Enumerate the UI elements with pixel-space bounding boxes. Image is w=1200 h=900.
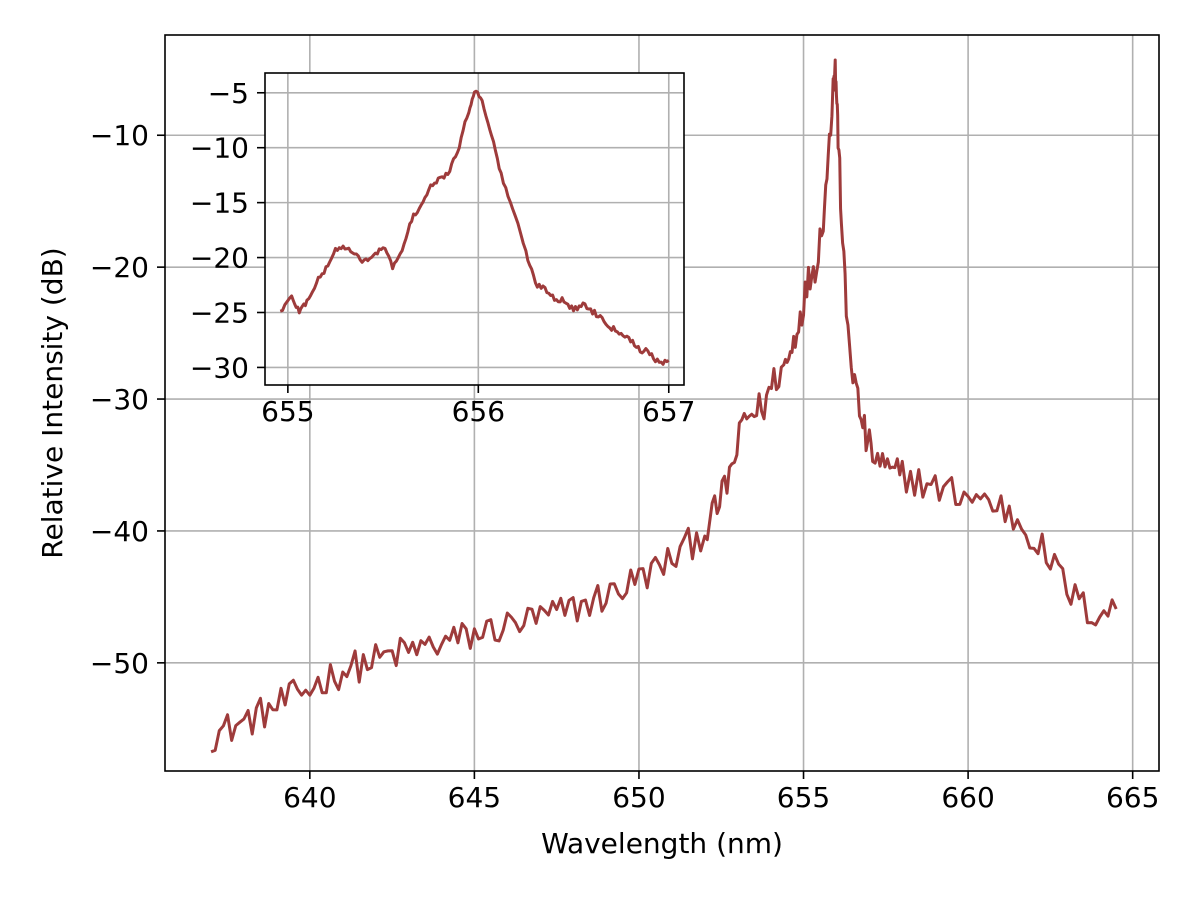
inset-series [279,89,670,366]
main-y-tick-label: −20 [90,251,149,284]
inset-y-tick-label: −30 [190,351,249,384]
inset-x-tick-label: 656 [452,395,505,428]
main-x-tick-label: 640 [283,781,336,814]
inset-series-line [279,89,670,366]
inset-x-tick-label: 657 [642,395,695,428]
main-plot-frame [164,34,1160,772]
inset-background [265,73,684,385]
inset-ticks: 655 656 657 −30 −25 −20 −15 −10 −5 [190,77,696,428]
main-y-tick-label: −10 [90,119,149,152]
inset-y-tick-label: −10 [190,132,249,165]
main-x-tick-label: 650 [612,781,665,814]
y-axis-label: Relative Intensity (dB) [36,247,69,558]
x-axis-label: Wavelength (nm) [541,827,783,860]
inset-y-tick-label: −25 [190,296,249,329]
main-x-tick-label: 655 [777,781,830,814]
main-series [210,58,1118,754]
main-ticks: 640 645 650 655 660 665 −50 −40 −30 −20 −10 [90,119,1159,814]
inset-y-tick-label: −5 [208,77,249,110]
main-x-tick-label: 665 [1106,781,1159,814]
main-y-tick-label: −50 [90,647,149,680]
main-x-tick-label: 660 [941,781,994,814]
inset-plot: 655 656 657 −30 −25 −20 −15 −10 −5 [190,72,696,428]
inset-x-tick-label: 655 [261,395,314,428]
main-series-line [210,58,1118,754]
main-y-tick-label: −30 [90,383,149,416]
inset-y-tick-label: −20 [190,242,249,275]
main-x-tick-label: 645 [448,781,501,814]
inset-plot-frame [264,72,685,386]
inset-grid [265,73,684,385]
main-y-tick-label: −40 [90,515,149,548]
inset-y-tick-label: −15 [190,187,249,220]
